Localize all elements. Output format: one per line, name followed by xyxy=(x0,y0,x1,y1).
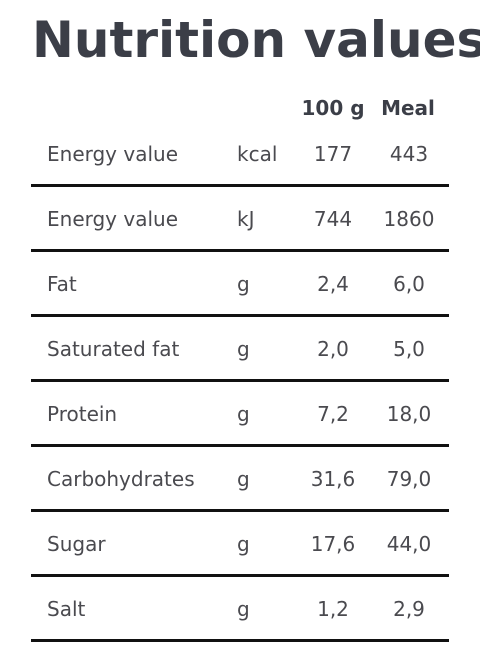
column-header-100g: 100 g xyxy=(301,96,365,120)
nutrient-name: Saturated fat xyxy=(47,337,180,361)
value-per-100g: 7,2 xyxy=(317,402,349,426)
table-row: Energy value kcal 177 443 xyxy=(31,122,449,187)
nutrient-unit: kJ xyxy=(237,207,255,231)
value-per-meal: 44,0 xyxy=(386,532,432,556)
nutrient-name: Fat xyxy=(47,272,77,296)
value-per-100g: 2,0 xyxy=(317,337,349,361)
value-per-100g: 1,2 xyxy=(317,597,349,621)
nutrient-name: Carbohydrates xyxy=(47,467,195,491)
value-per-100g: 744 xyxy=(313,207,353,231)
nutrient-unit: g xyxy=(237,532,250,556)
nutrient-unit: g xyxy=(237,402,250,426)
value-per-meal: 6,0 xyxy=(393,272,425,296)
value-per-meal: 443 xyxy=(389,142,429,166)
table-row: Fat g 2,4 6,0 xyxy=(31,252,449,317)
column-header-meal: Meal xyxy=(381,96,435,120)
value-per-meal: 18,0 xyxy=(386,402,432,426)
value-per-100g: 31,6 xyxy=(310,467,356,491)
value-per-100g: 177 xyxy=(313,142,353,166)
nutrient-unit: g xyxy=(237,467,250,491)
table-row: Energy value kJ 744 1860 xyxy=(31,187,449,252)
nutrient-unit: g xyxy=(237,337,250,361)
nutrient-unit: kcal xyxy=(237,142,278,166)
nutrient-name: Salt xyxy=(47,597,86,621)
table-row: Saturated fat g 2,0 5,0 xyxy=(31,317,449,382)
table-row: Protein g 7,2 18,0 xyxy=(31,382,449,447)
value-per-meal: 1860 xyxy=(383,207,435,231)
value-per-meal: 2,9 xyxy=(393,597,425,621)
nutrient-name: Protein xyxy=(47,402,118,426)
nutrient-name: Sugar xyxy=(47,532,106,556)
value-per-100g: 17,6 xyxy=(310,532,356,556)
nutrient-name: Energy value xyxy=(47,142,179,166)
value-per-meal: 5,0 xyxy=(393,337,425,361)
value-per-100g: 2,4 xyxy=(317,272,349,296)
table-row: Carbohydrates g 31,6 79,0 xyxy=(31,447,449,512)
table-row: Salt g 1,2 2,9 xyxy=(31,577,449,642)
nutrient-name: Energy value xyxy=(47,207,179,231)
nutrient-unit: g xyxy=(237,597,250,621)
nutrient-unit: g xyxy=(237,272,250,296)
table-row: Sugar g 17,6 44,0 xyxy=(31,512,449,577)
nutrition-table: Energy value kcal 177 443 Energy value k… xyxy=(31,122,449,642)
page-title: Nutrition values xyxy=(32,11,480,69)
value-per-meal: 79,0 xyxy=(386,467,432,491)
